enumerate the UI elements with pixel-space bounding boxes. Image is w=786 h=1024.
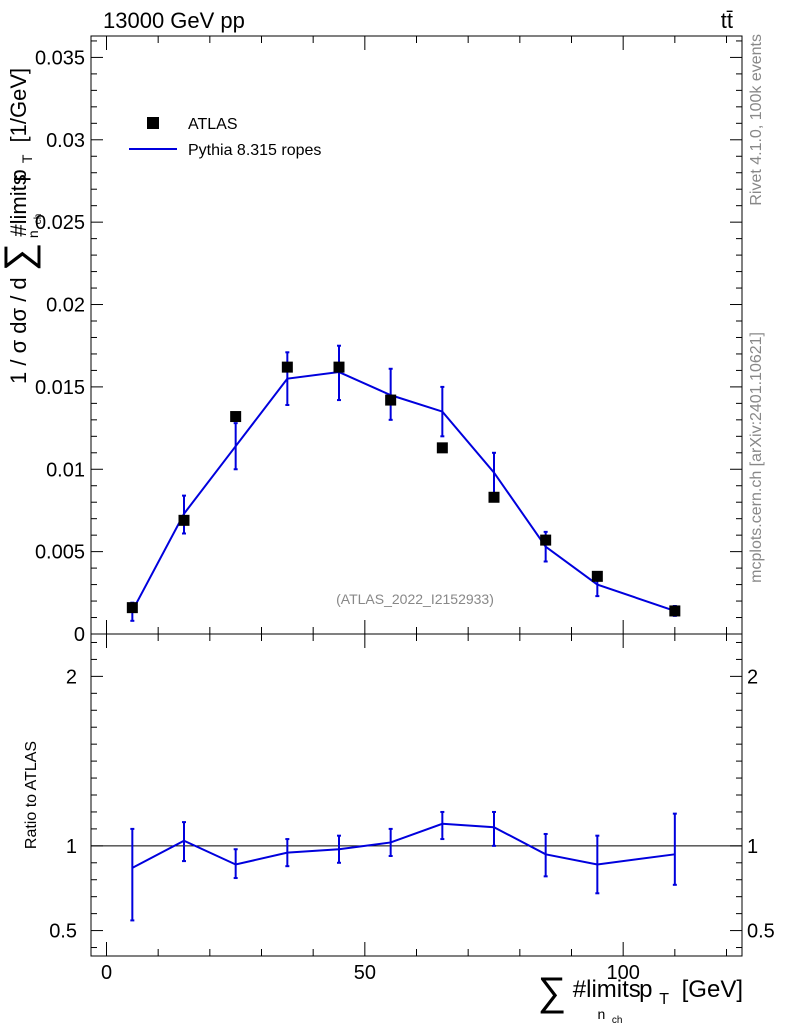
analysis-watermark: (ATLAS_2022_I2152933) — [336, 591, 494, 607]
x-tick-label: 50 — [354, 962, 376, 984]
main-panel-x-ticks — [106, 36, 727, 634]
main-panel-y-ticks: 0 0.005 0.01 0.015 0.02 0.025 0.03 0.035 — [35, 40, 742, 646]
rivet-version-label: Rivet 4.1.0, 100k events — [748, 34, 765, 206]
y-title-t: T — [19, 154, 35, 163]
y-title-sub: n — [25, 230, 41, 238]
atlas-data-point — [436, 442, 448, 454]
legend-mc-label: Pythia 8.315 ropes — [188, 142, 321, 159]
y-title-sum: ∑ — [0, 243, 41, 272]
ratio-y-tick-label-right: 0.5 — [747, 921, 775, 943]
x-title-sum: ∑ — [538, 970, 567, 1014]
x-axis-title: ∑ #limits n ch p T [GeV] — [538, 970, 743, 1024]
y-tick-label: 0.025 — [35, 212, 85, 234]
x-title-p: p — [639, 976, 652, 1003]
y-tick-label: 0.005 — [35, 542, 85, 564]
y-tick-label: 0.02 — [46, 295, 85, 317]
y-title-p: p — [6, 169, 31, 181]
ratio-panel: 0 50 100 0.5 0.5 1 1 2 2 Ratio to ATLAS — [23, 633, 775, 984]
legend-data-label: ATLAS — [188, 116, 238, 133]
atlas-data-point — [669, 605, 681, 617]
atlas-data-point — [591, 570, 603, 582]
header-process-label: tt̄ — [721, 8, 733, 33]
ratio-y-tick-label: 2 — [66, 666, 77, 688]
legend: ATLAS Pythia 8.315 ropes — [129, 116, 321, 159]
atlas-data-point — [333, 361, 345, 373]
source-label: mcplots.cern.ch [arXiv:2401.10621] — [748, 332, 765, 583]
y-tick-label: 0.035 — [35, 47, 85, 69]
ratio-y-tick-label: 1 — [66, 836, 77, 858]
header-energy-label: 13000 GeV pp — [103, 8, 245, 33]
ratio-panel-y-ticks: 0.5 0.5 1 1 2 2 — [49, 641, 775, 949]
x-tick-label: 0 — [101, 962, 112, 984]
x-title-limits: #limits — [573, 976, 641, 1003]
main-y-axis-title: 1 / σ dσ / d ∑ #limits n ch p T [1/GeV] — [0, 68, 46, 384]
main-panel: 0 0.005 0.01 0.015 0.02 0.025 0.03 0.035 (ATLAS… — [0, 35, 743, 646]
x-title-unit: [GeV] — [682, 976, 743, 1003]
atlas-data-point — [126, 602, 138, 614]
legend-data-marker — [147, 117, 159, 129]
ratio-y-tick-label: 0.5 — [49, 921, 77, 943]
ratio-panel-series — [130, 810, 677, 922]
ratio-y-tick-label-right: 2 — [747, 666, 758, 688]
main-panel-series — [126, 344, 681, 622]
ratio-y-axis-title: Ratio to ATLAS — [23, 741, 40, 849]
x-title-sub: n — [597, 1006, 605, 1022]
y-title-limits: #limits — [6, 174, 31, 236]
y-tick-label: 0.01 — [46, 459, 85, 481]
y-tick-label: 0 — [74, 624, 85, 646]
ratio-panel-x-ticks: 0 50 100 — [101, 634, 727, 984]
x-tick-label: 100 — [606, 962, 639, 984]
x-title-t: T — [659, 991, 669, 1008]
atlas-data-point — [540, 534, 552, 546]
ratio-panel-frame — [90, 633, 743, 957]
y-title-subsub: ch — [33, 214, 44, 225]
y-title-unit: [1/GeV] — [6, 68, 31, 143]
ratio-y-tick-label-right: 1 — [747, 836, 758, 858]
atlas-data-point — [385, 394, 397, 406]
atlas-data-point — [488, 491, 500, 503]
y-tick-label: 0.03 — [46, 130, 85, 152]
atlas-data-point — [281, 361, 293, 373]
atlas-data-point — [178, 514, 190, 526]
y-tick-label: 0.015 — [35, 377, 85, 399]
x-title-subsub: ch — [612, 1015, 623, 1024]
y-title-prefix: 1 / σ dσ / d — [6, 277, 31, 384]
atlas-data-point — [230, 411, 242, 423]
